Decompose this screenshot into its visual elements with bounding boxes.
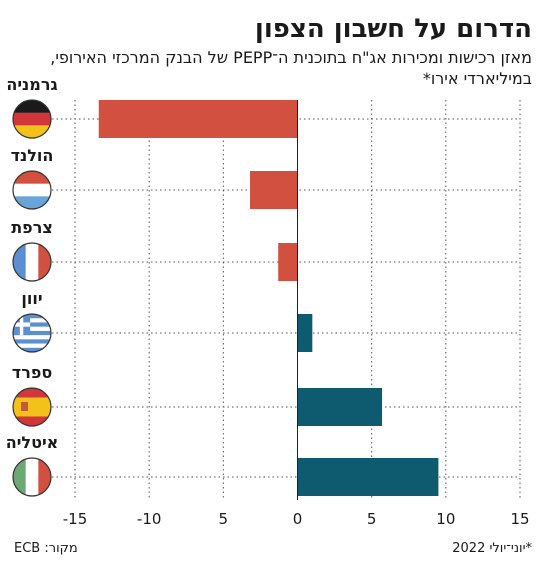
country-label-1: הולנד [10, 146, 54, 165]
flag-outline-0 [12, 99, 52, 139]
flag-outline-5 [12, 457, 52, 497]
x-tick-label-1: -10 [137, 510, 162, 528]
x-tick-label-3: 0 [293, 510, 303, 528]
bar-2 [278, 243, 298, 281]
bar-3 [297, 314, 313, 352]
chart-subtitle: מאזן רכישות ומכירות אג"ח בתוכנית ה־PEPP … [50, 48, 532, 88]
netherlands-flag-icon [13, 171, 51, 209]
country-label-2: צרפת [11, 218, 53, 237]
flag-outline-2 [12, 242, 52, 282]
spain-flag-icon [13, 388, 51, 426]
france-flag-icon [13, 243, 51, 281]
flag-outline-4 [12, 387, 52, 427]
country-label-3: יוון [21, 289, 43, 308]
footnote: *יוני־יולי 2022 [452, 541, 532, 556]
bar-1 [250, 171, 298, 209]
flag-outline-3 [12, 313, 52, 353]
chart-title: הדרום על חשבון הצפון [254, 14, 532, 44]
x-tick-label-5: 10 [436, 510, 455, 528]
country-label-0: גרמניה [6, 75, 58, 94]
source-credit: מקור: ECB [14, 541, 78, 556]
bar-0 [98, 100, 298, 138]
x-tick-label-2: 5 [219, 510, 229, 528]
country-label-5: איטליה [5, 433, 59, 452]
x-tick-label-6: 15 [510, 510, 529, 528]
x-tick-label-4: 5 [367, 510, 377, 528]
bar-5 [297, 458, 439, 496]
x-tick-label-0: -15 [63, 510, 88, 528]
flag-outline-1 [12, 170, 52, 210]
country-label-4: ספרד [11, 363, 53, 382]
bar-4 [297, 388, 383, 426]
